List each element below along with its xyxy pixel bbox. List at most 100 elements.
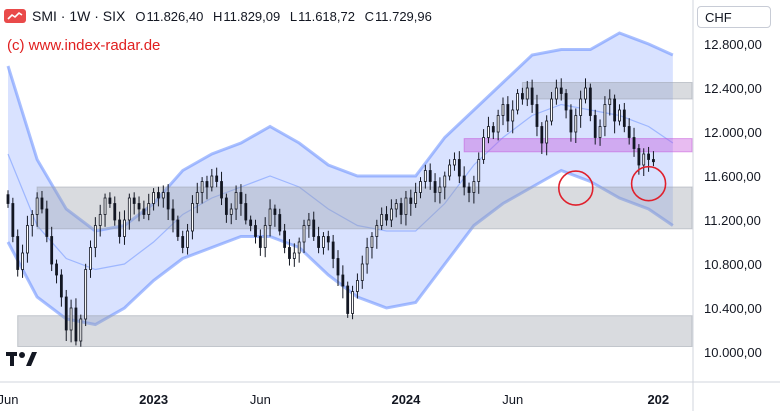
- candle: [181, 230, 185, 254]
- candle: [632, 127, 636, 157]
- candle: [370, 232, 374, 259]
- candle-body: [278, 214, 282, 232]
- candle: [457, 151, 461, 184]
- candle-body: [579, 98, 583, 116]
- ohlc-close: 11.729,96: [374, 8, 432, 24]
- candle-body: [472, 181, 476, 193]
- candle: [535, 94, 539, 137]
- candle-body: [317, 236, 320, 248]
- candle: [30, 210, 34, 237]
- candle-body: [336, 258, 340, 276]
- candle: [176, 215, 180, 241]
- candle: [404, 190, 408, 226]
- candle: [477, 152, 481, 194]
- candle-body: [423, 170, 427, 182]
- candle-body: [389, 208, 393, 221]
- candle-body: [258, 236, 262, 248]
- candle: [55, 259, 58, 284]
- currency-selector[interactable]: CHF: [697, 6, 771, 28]
- candle: [574, 108, 578, 143]
- candle-body: [84, 269, 88, 320]
- candle: [351, 285, 354, 320]
- candle-body: [370, 236, 374, 248]
- candle: [16, 229, 20, 277]
- candle: [147, 193, 151, 221]
- candle: [540, 122, 544, 154]
- candle-body: [618, 109, 621, 122]
- candle: [123, 210, 126, 245]
- candle-body: [127, 197, 131, 221]
- candle: [467, 182, 471, 203]
- tradingview-logo-icon[interactable]: [6, 348, 40, 368]
- candle-body: [394, 203, 398, 210]
- candle-body: [268, 208, 272, 226]
- candle: [496, 109, 500, 141]
- ohlc-low: 11.618,72: [298, 8, 355, 24]
- candle-body: [6, 194, 10, 204]
- candle: [234, 185, 238, 220]
- candle-body: [346, 285, 350, 314]
- candle: [40, 190, 44, 214]
- candle-body: [224, 197, 228, 215]
- candle-body: [191, 203, 194, 232]
- candle: [472, 175, 476, 204]
- candle-body: [627, 126, 631, 138]
- candle: [598, 119, 602, 146]
- candle-body: [40, 197, 44, 210]
- candle: [166, 184, 170, 220]
- candle: [438, 177, 442, 204]
- watermark-text: (c) www.index-radar.de: [4, 36, 164, 55]
- ohlc-values: O11.826,40 H11.829,09 L11.618,72 C11.729…: [135, 9, 438, 24]
- candle: [550, 91, 553, 126]
- candle: [74, 298, 78, 346]
- candle-body: [540, 126, 544, 144]
- candle-body: [428, 170, 432, 182]
- candle-body: [632, 137, 636, 149]
- candle: [588, 83, 592, 122]
- candle: [428, 163, 432, 190]
- candle-body: [69, 307, 73, 331]
- candle-body: [588, 87, 592, 116]
- candle: [137, 196, 141, 222]
- symbol-logo-icon[interactable]: [4, 9, 26, 23]
- ohlc-open: 11.826,40: [146, 8, 204, 24]
- candle-body: [360, 263, 364, 281]
- candle: [21, 244, 24, 278]
- candle: [258, 229, 262, 256]
- candle: [356, 273, 359, 299]
- x-tick-label: 2024: [391, 392, 421, 407]
- y-tick-label: 10.400,00: [704, 301, 762, 316]
- candle: [652, 151, 655, 167]
- x-tick-label: Jun: [0, 392, 18, 407]
- candle: [229, 203, 233, 225]
- y-tick-label: 11.200,00: [704, 213, 761, 228]
- candle-body: [239, 192, 243, 204]
- candle-body: [554, 87, 558, 100]
- candle: [453, 152, 456, 171]
- candle: [326, 230, 330, 251]
- candle-body: [166, 192, 170, 210]
- symbol-label[interactable]: SMI · 1W · SIX: [32, 8, 126, 24]
- candle-body: [171, 208, 175, 221]
- candle-body: [11, 203, 15, 237]
- candle: [341, 265, 345, 299]
- candle: [336, 250, 340, 286]
- candle: [569, 104, 573, 142]
- candle-body: [200, 181, 204, 193]
- candle-body: [98, 214, 102, 226]
- candle-body: [530, 87, 534, 105]
- candle-body: [181, 236, 185, 248]
- candle-body: [89, 247, 92, 270]
- candle-body: [438, 186, 442, 193]
- candle: [554, 79, 558, 105]
- candle: [84, 263, 88, 327]
- candle: [389, 199, 393, 228]
- x-tick-label: Jun: [250, 392, 271, 407]
- candle-body: [195, 192, 199, 204]
- candle-body: [525, 87, 529, 100]
- highlight-circle-0: [557, 170, 594, 206]
- candle-body: [448, 164, 452, 177]
- candle: [579, 90, 583, 128]
- candle-body: [123, 219, 126, 237]
